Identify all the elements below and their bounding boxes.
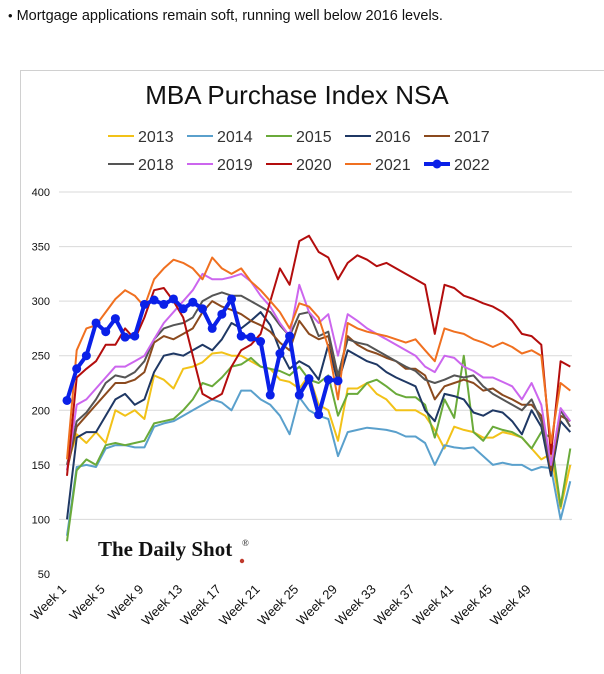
legend-label-2014: 2014 — [217, 129, 253, 146]
legend-label-2018: 2018 — [138, 157, 174, 174]
point-2022-27 — [314, 410, 324, 420]
bullet-text: Mortgage applications remain soft, runni… — [16, 8, 443, 24]
point-2022-19 — [236, 331, 246, 341]
point-2022-6 — [110, 314, 120, 324]
point-2022-22 — [265, 390, 275, 400]
point-2022-1 — [62, 395, 72, 405]
point-2022-9 — [139, 299, 149, 309]
point-2022-8 — [130, 331, 140, 341]
point-2022-5 — [101, 327, 111, 337]
y-axis: 50 100 150 200 250 300 350 400 — [32, 187, 50, 581]
x-tick-label-week-1: Week 1 — [28, 582, 70, 624]
point-2022-14 — [188, 297, 198, 307]
x-tick-label-week-41: Week 41 — [410, 582, 457, 629]
y-tick-label-300: 300 — [32, 296, 50, 308]
point-2022-13 — [178, 304, 188, 314]
point-2022-25 — [294, 390, 304, 400]
x-tick-label-week-17: Week 17 — [177, 582, 224, 629]
y-tick-label-250: 250 — [32, 351, 50, 363]
point-2022-15 — [198, 304, 208, 314]
series-line-2015 — [66, 354, 572, 542]
point-2022-7 — [120, 332, 130, 342]
point-2022-29 — [333, 376, 343, 386]
point-2022-24 — [285, 331, 295, 341]
chart-gridlines — [59, 191, 572, 520]
point-2022-26 — [304, 374, 314, 384]
point-2022-4 — [91, 318, 101, 328]
point-2022-21 — [256, 337, 266, 347]
point-2022-11 — [159, 299, 169, 309]
y-tick-label-150: 150 — [32, 460, 50, 472]
series-line-2021 — [66, 256, 571, 460]
point-2022-16 — [207, 323, 217, 333]
series-line-2019 — [66, 272, 572, 471]
y-tick-label-100: 100 — [32, 514, 50, 526]
legend-label-2016: 2016 — [375, 129, 411, 146]
x-tick-label-week-13: Week 13 — [139, 582, 186, 629]
series-line-2016 — [66, 311, 572, 520]
watermark-text: The Daily Shot — [98, 537, 232, 561]
y-tick-label-50: 50 — [38, 569, 50, 581]
chart-series — [62, 234, 572, 542]
point-2022-23 — [275, 349, 285, 359]
point-2022-17 — [217, 309, 227, 319]
point-2022-12 — [168, 294, 178, 304]
point-2022-3 — [81, 351, 91, 361]
y-tick-label-200: 200 — [32, 405, 50, 417]
x-tick-label-week-21: Week 21 — [216, 582, 263, 629]
x-tick-label-week-49: Week 49 — [487, 582, 534, 629]
legend-label-2021: 2021 — [375, 157, 411, 174]
x-tick-label-week-45: Week 45 — [448, 582, 495, 629]
x-tick-label-week-29: Week 29 — [293, 582, 340, 629]
legend-label-2020: 2020 — [296, 157, 332, 174]
legend-label-2019: 2019 — [217, 157, 253, 174]
legend-label-2017: 2017 — [454, 129, 490, 146]
legend-label-2022: 2022 — [454, 157, 490, 174]
chart-legend: 2013 2014 2015 2016 2017 2018 2019 2020 2021 2022 — [108, 129, 490, 174]
x-tick-label-week-25: Week 25 — [255, 582, 302, 629]
legend-marker-2022 — [432, 159, 442, 169]
point-2022-2 — [72, 364, 82, 374]
legend-label-2013: 2013 — [138, 129, 174, 146]
watermark-registered-mark: ® — [242, 538, 249, 548]
series-line-2013 — [66, 351, 572, 510]
x-tick-label-week-33: Week 33 — [332, 582, 379, 629]
legend-label-2015: 2015 — [296, 129, 332, 146]
point-2022-10 — [149, 295, 159, 305]
bullet-dot: • — [8, 8, 13, 23]
point-2022-28 — [323, 375, 333, 385]
y-tick-label-400: 400 — [32, 187, 50, 199]
series-line-2017 — [66, 300, 571, 472]
watermark-dot — [239, 558, 245, 564]
chart-title: MBA Purchase Index NSA — [145, 80, 449, 110]
point-2022-18 — [227, 294, 237, 304]
bullet-note: • Mortgage applications remain soft, runn… — [8, 8, 443, 24]
chart-frame — [20, 70, 604, 674]
daily-shot-logo: The Daily Shot ® — [98, 537, 249, 564]
point-2022-20 — [246, 332, 256, 342]
x-tick-label-week-37: Week 37 — [371, 582, 418, 629]
y-tick-label-350: 350 — [32, 242, 50, 254]
x-tick-label-week-5: Week 5 — [66, 582, 108, 624]
